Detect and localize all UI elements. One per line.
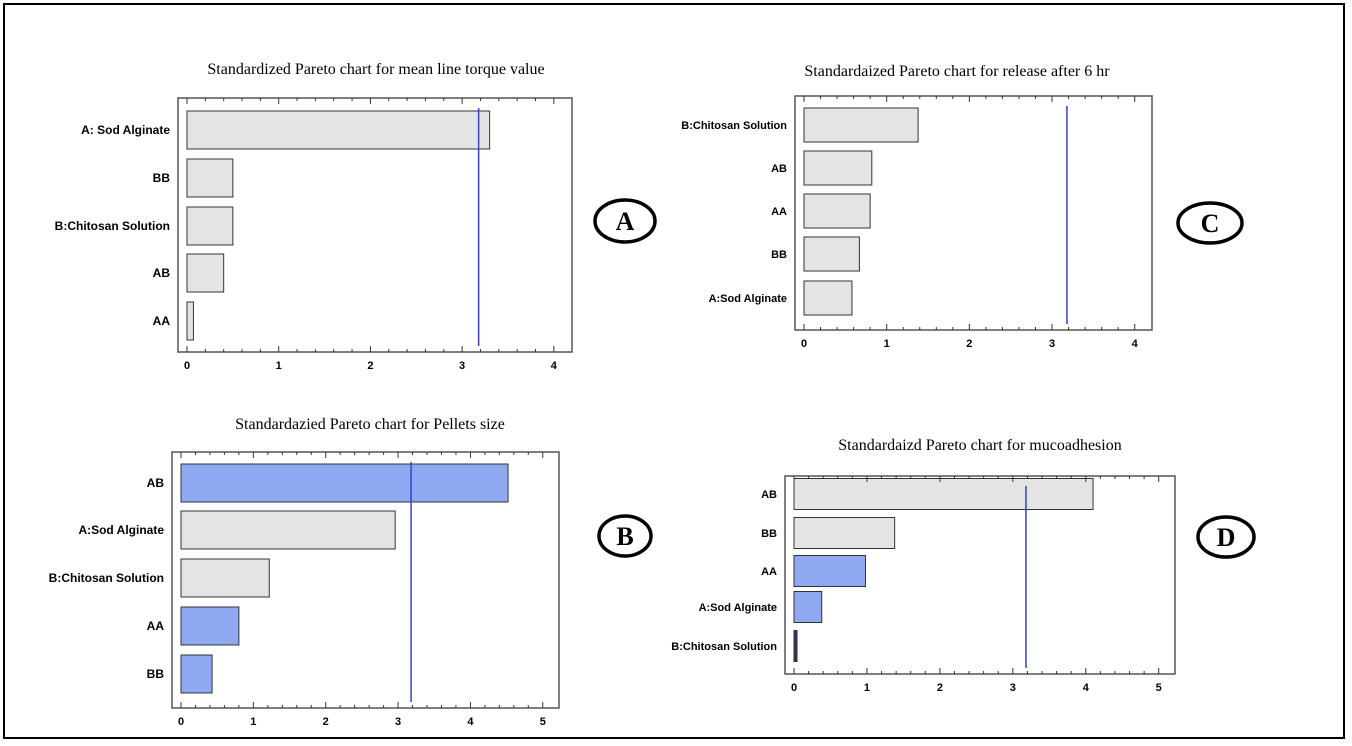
bar [803, 107, 919, 143]
category-label: A:Sod Alginate [709, 293, 787, 305]
tick-label: 3 [1049, 338, 1055, 350]
tick-label: 2 [367, 360, 373, 372]
category-label: AB [771, 163, 787, 175]
bar [793, 517, 896, 549]
panel-label: C [1201, 209, 1220, 238]
pareto-chart-a: Standardized Pareto chart for mean line … [55, 61, 657, 372]
category-label: A:Sod Alginate [78, 523, 164, 537]
tick-label: 3 [1010, 682, 1016, 694]
bar [803, 193, 871, 229]
bar [186, 301, 194, 341]
chart-title: Standardaizd Pareto chart for mucoadhesi… [838, 437, 1121, 454]
tick-label: 4 [1132, 338, 1139, 350]
tick-label: 1 [250, 716, 256, 728]
category-label: AB [147, 476, 165, 490]
category-label: AB [153, 266, 171, 280]
tick-label: 2 [966, 338, 972, 350]
bar [180, 510, 396, 550]
category-label: BB [771, 249, 787, 261]
bar [180, 606, 240, 646]
tick-label: 4 [467, 716, 474, 728]
tick-label: 4 [551, 360, 558, 372]
tick-label: 2 [937, 682, 943, 694]
category-label: BB [153, 171, 171, 185]
tick-label: 4 [1083, 682, 1090, 694]
tick-label: 5 [1156, 682, 1162, 694]
panel-label: D [1217, 523, 1236, 552]
pareto-chart-d: Standardaizd Pareto chart for mucoadhesi… [671, 437, 1256, 694]
tick-label: 3 [395, 716, 401, 728]
tick-label: 0 [184, 360, 190, 372]
category-label: A: Sod Alginate [81, 123, 170, 137]
panel-label: A [616, 207, 635, 236]
bar [803, 280, 853, 316]
tick-label: 5 [540, 716, 546, 728]
pareto-chart-c: Standardaized Pareto chart for release a… [681, 63, 1244, 350]
bar [186, 206, 234, 246]
bar [180, 654, 213, 694]
tick-label: 1 [864, 682, 870, 694]
bar [803, 236, 860, 272]
panel-label: B [616, 522, 633, 551]
bar [186, 110, 491, 150]
bar [180, 463, 509, 503]
chart-title: Standardized Pareto chart for mean line … [207, 61, 544, 78]
panel-badge [1196, 515, 1256, 559]
tick-label: 0 [801, 338, 807, 350]
category-label: B:Chitosan Solution [671, 641, 777, 653]
bar [186, 158, 234, 198]
category-label: B:Chitosan Solution [49, 571, 164, 585]
category-label: B:Chitosan Solution [55, 219, 170, 233]
category-label: A:Sod Alginate [699, 602, 777, 614]
bar [793, 591, 823, 623]
tick-label: 3 [459, 360, 465, 372]
chart-title: Standardaized Pareto chart for release a… [804, 63, 1110, 80]
category-label: AA [761, 566, 777, 578]
bar [803, 150, 873, 186]
tick-label: 2 [323, 716, 329, 728]
bar [180, 558, 270, 598]
bar [793, 630, 798, 662]
chart-title: Standardazied Pareto chart for Pellets s… [235, 416, 505, 433]
panel-badge [1176, 201, 1244, 245]
figure-frame [3, 3, 1345, 739]
category-label: BB [147, 667, 165, 681]
bar [186, 253, 225, 293]
bar [793, 478, 1094, 510]
category-label: AB [761, 489, 777, 501]
category-label: AA [771, 206, 787, 218]
category-label: AA [147, 619, 165, 633]
tick-label: 1 [276, 360, 282, 372]
category-label: BB [761, 528, 777, 540]
panel-badge [597, 514, 653, 558]
bar [793, 555, 866, 587]
category-label: B:Chitosan Solution [681, 120, 787, 132]
tick-label: 0 [178, 716, 184, 728]
tick-label: 1 [884, 338, 890, 350]
category-label: AA [153, 314, 171, 328]
panel-badge [593, 198, 657, 244]
tick-label: 0 [791, 682, 797, 694]
pareto-chart-b: Standardazied Pareto chart for Pellets s… [49, 416, 653, 728]
